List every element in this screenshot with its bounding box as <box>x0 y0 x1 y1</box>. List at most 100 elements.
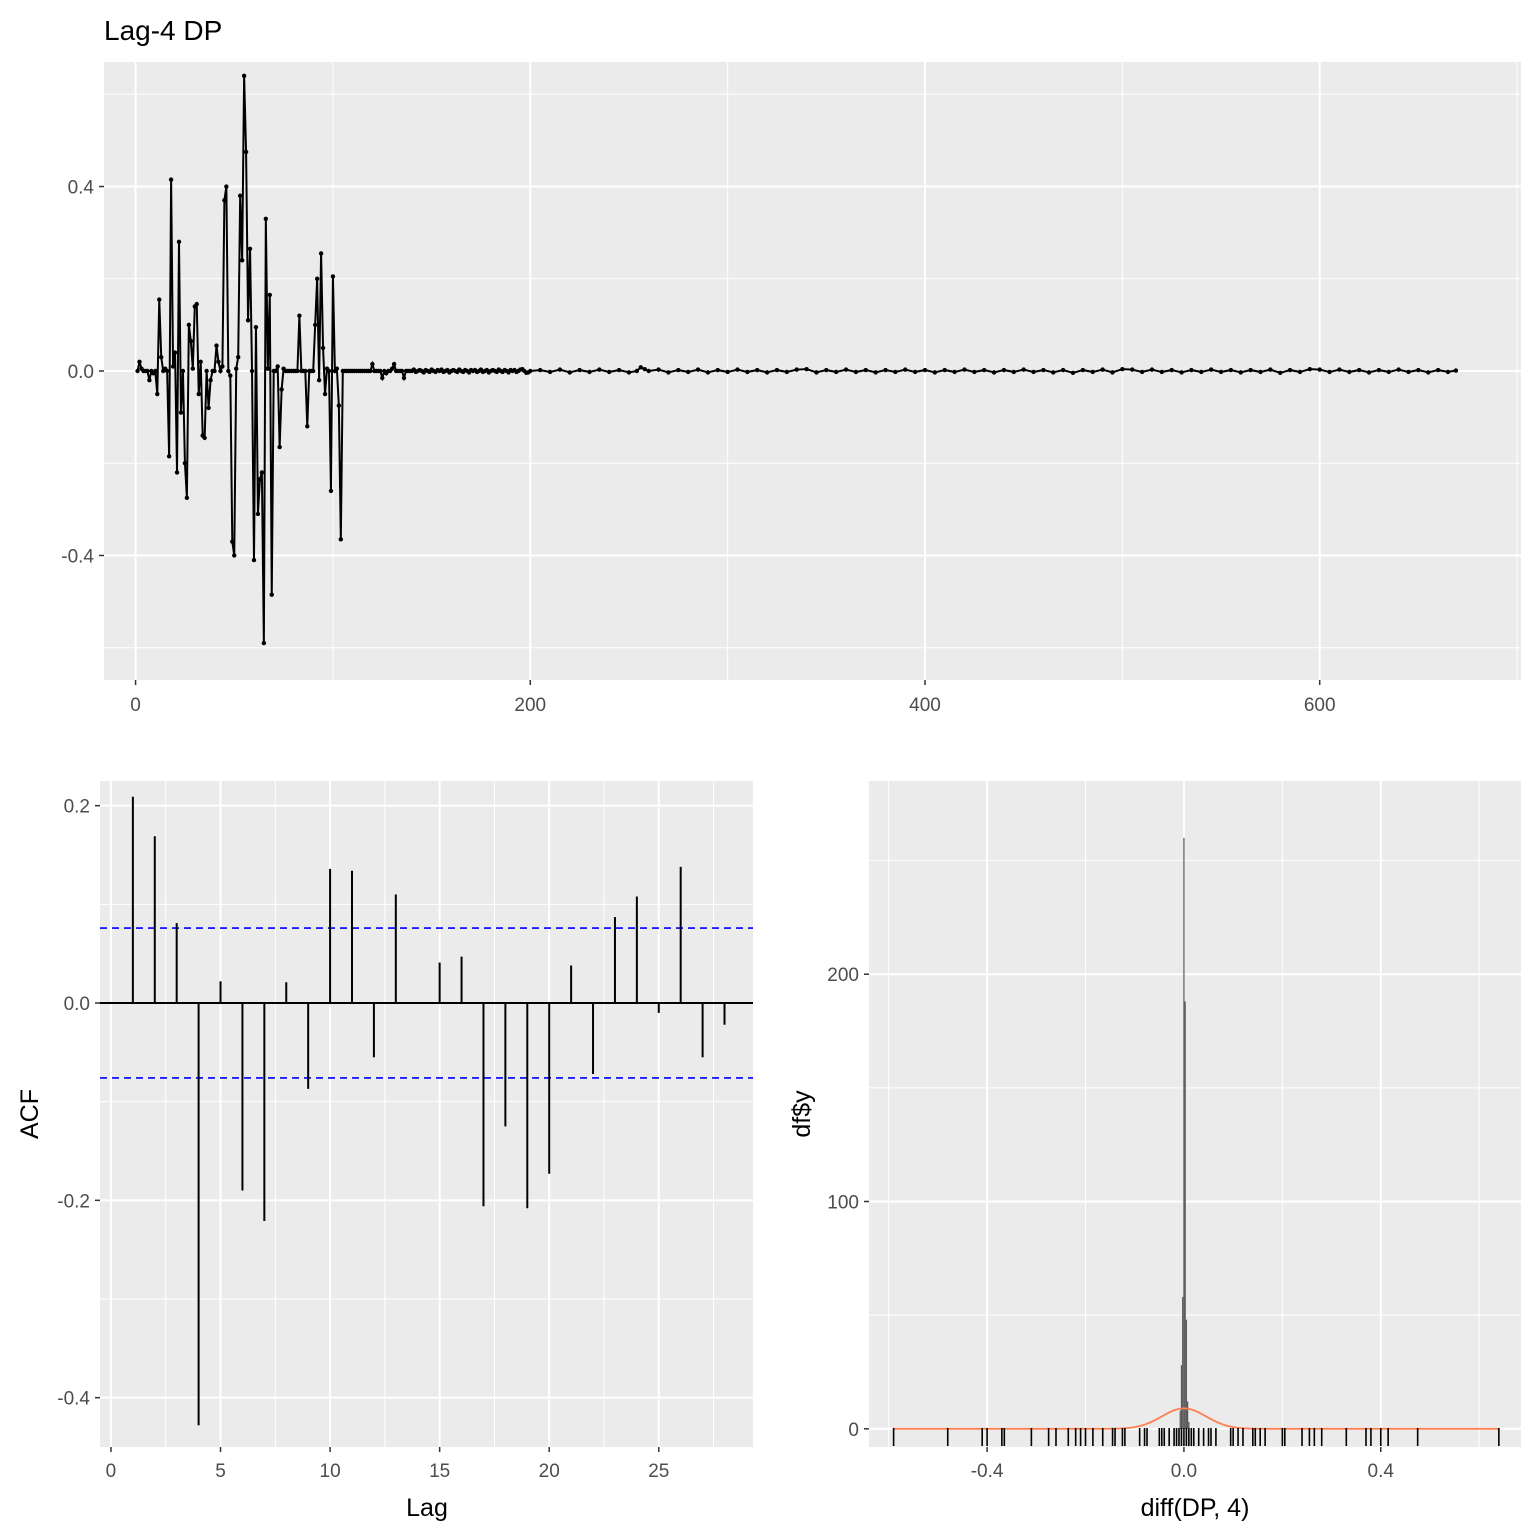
series-point <box>952 369 957 375</box>
series-point <box>389 366 395 371</box>
series-point <box>634 368 640 374</box>
series-point <box>922 367 928 373</box>
histogram-bar <box>1185 1319 1188 1429</box>
series-point <box>1070 370 1076 376</box>
series-point <box>399 368 405 374</box>
series-point <box>873 370 878 375</box>
series-point <box>174 470 180 475</box>
series-point <box>764 370 770 375</box>
series-point <box>1130 367 1135 372</box>
series-point <box>184 495 190 501</box>
series-point <box>180 368 186 374</box>
normal-density-curve <box>893 1407 1499 1430</box>
series-point <box>186 322 192 328</box>
x-tick-label: 400 <box>909 695 941 716</box>
acf-panel: 0 5 10 15 20 25 -0.4 -0.2 0.0 0.2 Lag ACF <box>16 781 753 1522</box>
series-point <box>903 367 908 372</box>
y-tick-label: -0.2 <box>57 1191 90 1212</box>
series-point <box>212 368 217 374</box>
series-point <box>303 368 308 374</box>
series-point <box>666 370 671 375</box>
histogram-bar <box>1180 1365 1183 1429</box>
series-point <box>166 454 172 459</box>
series-point <box>1426 370 1431 375</box>
series-point <box>316 378 322 383</box>
series-point <box>1435 367 1441 373</box>
series-point <box>547 369 553 375</box>
series-point <box>172 350 178 355</box>
series-point <box>1090 369 1095 375</box>
series-point <box>251 557 257 563</box>
series-point <box>804 366 809 372</box>
series-point <box>567 370 572 375</box>
series-point <box>234 366 239 371</box>
series-point <box>843 367 849 372</box>
x-tick-label: 25 <box>648 1461 669 1482</box>
y-tick-label: 0.2 <box>64 797 90 818</box>
series-point <box>147 378 152 383</box>
series-point <box>202 435 207 441</box>
series-point <box>182 461 188 466</box>
series-point <box>196 391 201 397</box>
series-point <box>1248 367 1253 373</box>
series-point <box>334 366 340 371</box>
series-point <box>226 368 231 374</box>
series-point <box>267 292 272 298</box>
series-point <box>314 276 320 281</box>
histogram-ticks: -0.4 0.0 0.4 0 100 200 <box>827 965 1394 1482</box>
histogram-background <box>869 781 1521 1447</box>
series-point <box>378 368 383 374</box>
series-point <box>972 369 977 375</box>
series-point <box>1307 366 1313 372</box>
series-point <box>239 258 245 263</box>
series-point <box>273 368 278 374</box>
series-point <box>368 368 373 374</box>
series-point <box>243 149 249 155</box>
series-point <box>774 367 780 373</box>
histogram-bar <box>1188 1421 1190 1429</box>
series-point <box>1169 367 1174 373</box>
chart-title: Lag-4 DP <box>104 15 222 46</box>
series-point <box>237 193 243 198</box>
series-point <box>814 370 819 375</box>
y-tick-label: -0.4 <box>61 546 94 567</box>
series-point <box>893 369 898 375</box>
histogram-bar <box>1183 837 1185 1429</box>
series-point <box>1031 369 1036 375</box>
series-point <box>230 539 235 544</box>
series-point <box>1445 369 1451 375</box>
series-point <box>1228 367 1234 373</box>
series-point <box>214 343 219 348</box>
series-point <box>155 391 160 397</box>
series-point <box>247 246 253 251</box>
series-point <box>1189 367 1194 373</box>
series-point <box>153 368 158 374</box>
series-point <box>261 640 267 646</box>
x-tick-label: 0.4 <box>1368 1461 1395 1482</box>
series-point <box>1416 367 1421 373</box>
series-point <box>1258 369 1263 375</box>
series-point <box>253 324 259 330</box>
series-point <box>1327 369 1332 375</box>
acf-bars <box>100 796 753 1426</box>
x-tick-label: 200 <box>514 695 546 716</box>
histogram-bar <box>1182 1296 1184 1429</box>
series-point <box>330 274 336 279</box>
series-point <box>1396 367 1401 372</box>
series-point <box>981 367 987 373</box>
series-point <box>962 367 967 372</box>
series-point <box>656 367 661 372</box>
series-point <box>1120 366 1125 372</box>
series-point <box>206 405 211 411</box>
histogram-bar <box>1179 1410 1181 1429</box>
series-point <box>1356 367 1362 373</box>
series-point <box>1218 369 1224 375</box>
y-tick-label: 0.4 <box>68 178 95 199</box>
series-point <box>1208 367 1214 372</box>
series-point <box>328 488 334 494</box>
series-point <box>380 375 385 381</box>
series-point <box>1406 369 1411 375</box>
series-point <box>725 369 730 375</box>
time-series-ticks: 0 200 400 600 -0.4 0.0 0.4 <box>61 178 1335 716</box>
series-point <box>236 354 241 360</box>
